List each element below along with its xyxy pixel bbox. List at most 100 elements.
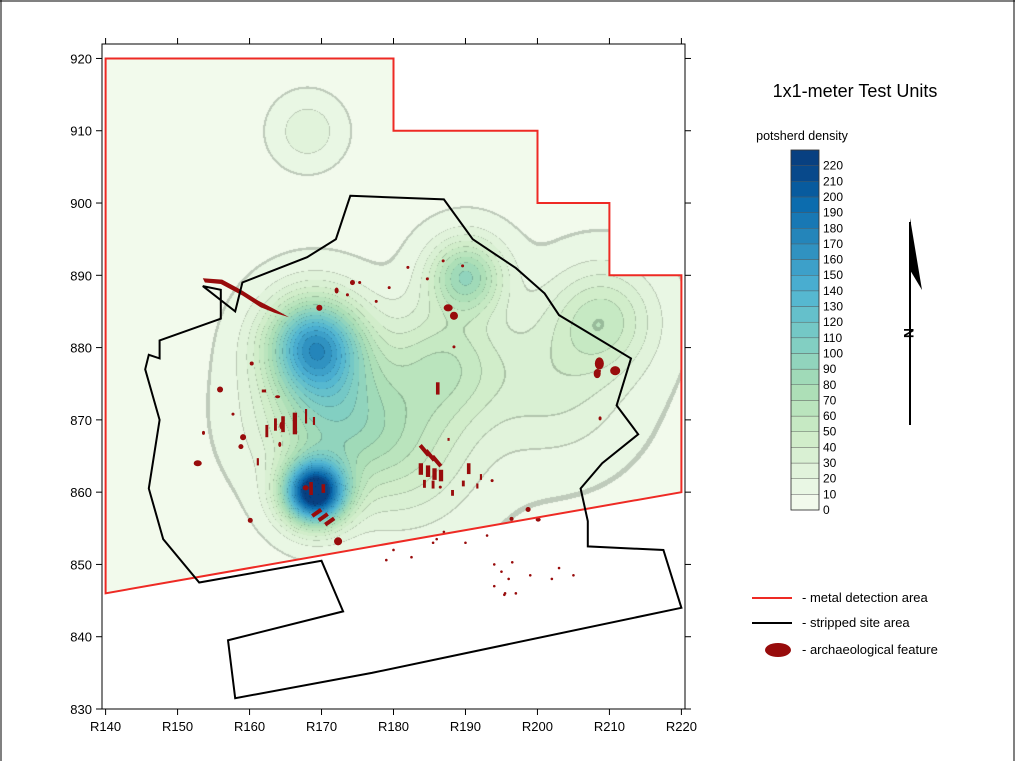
archaeological-feature <box>452 345 456 349</box>
legend-item-metal-detection: - metal detection area <box>752 590 929 605</box>
colorbar-swatch <box>790 415 820 432</box>
archaeological-feature <box>442 530 446 534</box>
archaeological-feature <box>500 570 503 573</box>
archaeological-feature <box>476 483 479 489</box>
archaeological-feature <box>410 555 413 559</box>
archaeological-feature <box>345 293 349 297</box>
y-tick-label: 910 <box>70 124 92 139</box>
colorbar-swatch <box>790 259 820 276</box>
archaeological-feature <box>278 441 282 447</box>
legend-item-stripped-site: - stripped site area <box>752 615 910 630</box>
colorbar-swatch <box>790 494 820 511</box>
colorbar: potsherd density 01020304050607080901001… <box>756 129 848 517</box>
colorbar-swatch <box>790 149 820 166</box>
colorbar-frame <box>790 149 820 511</box>
archaeological-feature <box>274 418 277 431</box>
archaeological-feature <box>598 416 602 421</box>
colorbar-swatch <box>790 384 820 401</box>
archaeological-feature <box>201 430 205 435</box>
legend-swatch-archaeological-feature <box>765 643 791 657</box>
colorbar-title: potsherd density <box>756 129 848 143</box>
archaeological-feature <box>312 416 316 425</box>
colorbar-label: 180 <box>823 221 843 235</box>
archaeological-feature <box>598 369 601 373</box>
colorbar-swatch <box>790 165 820 182</box>
stripped-site-area-boundary <box>144 194 683 700</box>
archaeological-feature <box>311 508 323 518</box>
archaeological-feature <box>334 537 343 546</box>
x-tick-label: R180 <box>378 719 409 734</box>
colorbar-swatch <box>790 181 820 198</box>
colorbar-label: 130 <box>823 300 843 314</box>
colorbar-label: 40 <box>823 440 837 454</box>
colorbar-label: 30 <box>823 456 837 470</box>
x-tick-label: R150 <box>162 719 193 734</box>
archaeological-feature <box>374 299 378 303</box>
archaeological-feature <box>292 412 298 435</box>
archaeological-feature <box>509 516 514 521</box>
colorbar-swatch <box>790 431 820 448</box>
colorbar-label: 80 <box>823 378 837 392</box>
archaeological-feature <box>435 382 440 395</box>
colorbar-label: 60 <box>823 409 837 423</box>
colorbar-label: 100 <box>823 346 843 360</box>
archaeological-feature <box>265 424 269 438</box>
colorbar-label: 160 <box>823 253 843 267</box>
archaeological-feature <box>510 560 514 564</box>
archaeological-feature <box>238 444 244 450</box>
archaeological-feature <box>514 592 518 595</box>
archaeological-feature <box>507 577 510 581</box>
archaeological-feature <box>451 489 454 496</box>
archaeological-feature <box>430 454 443 468</box>
archaeological-feature <box>431 541 435 545</box>
archaeological-feature <box>387 286 391 290</box>
archaeological-feature <box>466 463 471 475</box>
archaeological-feature <box>485 534 489 537</box>
legend: - metal detection area - stripped site a… <box>752 590 938 657</box>
y-tick-label: 880 <box>70 341 92 356</box>
colorbar-swatch <box>790 196 820 213</box>
x-tick-label: R200 <box>522 719 553 734</box>
archaeological-feature <box>247 517 253 523</box>
archaeological-feature <box>432 468 437 480</box>
legend-label-archaeological-feature: - archaeological feature <box>802 642 938 657</box>
colorbar-swatch <box>790 306 820 323</box>
archaeological-feature <box>324 516 336 527</box>
archaeological-feature <box>438 469 444 482</box>
colorbar-swatch <box>790 275 820 292</box>
colorbar-label: 120 <box>823 315 843 329</box>
legend-item-archaeological-feature: - archaeological feature <box>765 642 938 657</box>
north-arrow-label: N <box>901 328 917 338</box>
x-tick-label: R220 <box>666 719 697 734</box>
colorbar-label: 0 <box>823 503 830 517</box>
colorbar-label: 50 <box>823 425 837 439</box>
archaeological-feature <box>441 259 445 263</box>
colorbar-swatch <box>790 368 820 385</box>
archaeological-feature <box>418 463 424 475</box>
map-title: 1x1-meter Test Units <box>773 81 938 101</box>
legend-label-metal-detection: - metal detection area <box>802 590 929 605</box>
archaeological-feature <box>550 577 554 581</box>
colorbar-label: 220 <box>823 159 843 173</box>
y-tick-label: 840 <box>70 630 92 645</box>
archaeological-feature <box>503 593 506 597</box>
colorbar-swatches <box>790 149 820 511</box>
archaeological-feature <box>464 541 467 545</box>
colorbar-swatch <box>790 478 820 495</box>
archaeological-feature <box>302 485 309 491</box>
archaeological-feature <box>385 558 388 562</box>
colorbar-label: 70 <box>823 393 837 407</box>
archaeological-feature <box>202 278 290 318</box>
archaeological-feature <box>479 474 483 480</box>
north-arrow: N <box>901 218 922 425</box>
archaeological-feature <box>447 437 450 441</box>
archaeological-feature <box>240 434 247 441</box>
colorbar-label: 210 <box>823 174 843 188</box>
archaeological-feature <box>423 479 426 488</box>
archaeological-feature <box>231 412 235 416</box>
plot-area: R140 R150 R160 R170 R180 R190 R200 R210 R220 830… <box>70 38 697 734</box>
archaeological-feature <box>492 584 496 588</box>
metal-detection-area-boundary <box>104 57 683 595</box>
colorbar-swatch <box>790 243 820 260</box>
